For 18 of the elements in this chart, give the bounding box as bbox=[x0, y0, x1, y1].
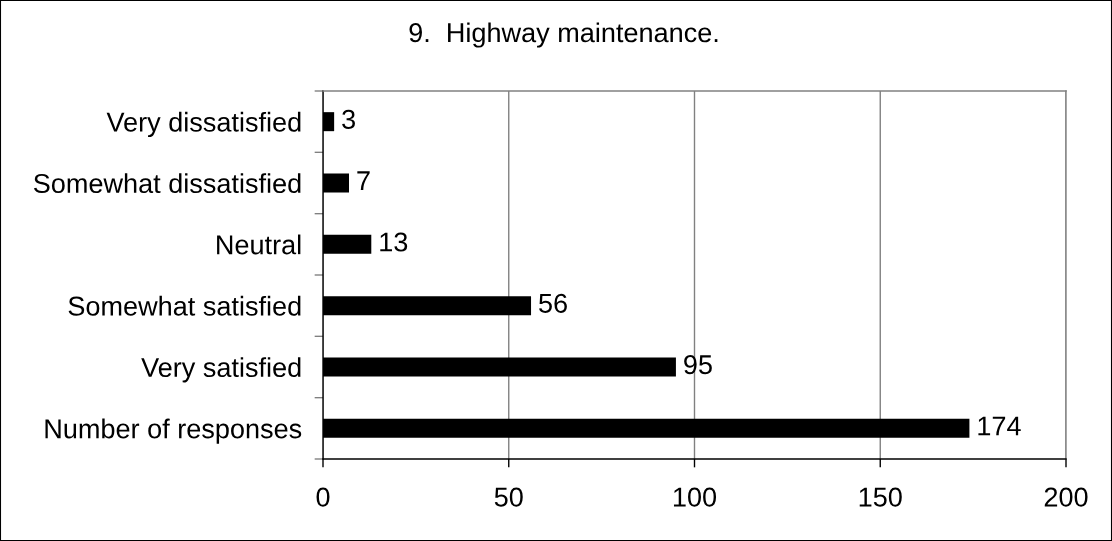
x-tick-label: 0 bbox=[316, 487, 330, 507]
y-tick-label: Number of responses bbox=[45, 418, 302, 444]
y-tick-label: Neutral bbox=[217, 234, 301, 255]
data-label: 95 bbox=[684, 355, 712, 375]
x-tick-label: 100 bbox=[673, 487, 717, 507]
x-tick-label: 200 bbox=[1044, 487, 1088, 507]
y-tick-label: Very dissatisfied bbox=[106, 111, 301, 138]
x-tick-label: 50 bbox=[494, 487, 523, 507]
x-tick-label: 150 bbox=[859, 487, 902, 507]
y-tick-label: Somewhat satisfied bbox=[68, 295, 301, 316]
data-label: 56 bbox=[539, 293, 567, 313]
y-tick-label: Somewhat dissatisfied bbox=[33, 173, 301, 194]
chart-title: 9. Highway maintenance. bbox=[409, 22, 718, 48]
data-label: 7 bbox=[357, 171, 370, 190]
data-label: 13 bbox=[380, 232, 408, 252]
data-label: 3 bbox=[342, 109, 355, 129]
data-label: 174 bbox=[978, 416, 1021, 436]
y-tick-label: Very satisfied bbox=[141, 357, 301, 383]
